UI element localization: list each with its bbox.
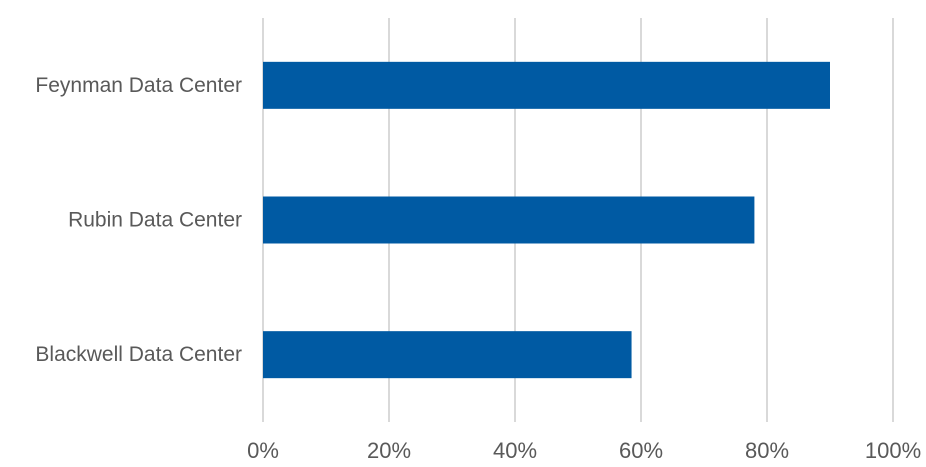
- x-tick-label-60: 60%: [619, 438, 663, 463]
- category-label-blackwell-data-center: Blackwell Data Center: [35, 343, 242, 366]
- category-labels: Feynman Data Center Rubin Data Center Blac…: [35, 74, 242, 366]
- x-tick-label-100: 100%: [865, 438, 921, 463]
- bar-feynman-data-center: [263, 61, 830, 109]
- category-label-rubin-data-center: Rubin Data Center: [68, 209, 242, 232]
- x-axis-tick-labels: 0% 20% 40% 60% 80% 100%: [247, 438, 921, 463]
- x-tick-label-40: 40%: [493, 438, 537, 463]
- x-tick-label-0: 0%: [247, 438, 279, 463]
- bars: [263, 61, 830, 379]
- x-tick-label-80: 80%: [745, 438, 789, 463]
- x-tick-label-20: 20%: [367, 438, 411, 463]
- bar-blackwell-data-center: [263, 331, 632, 379]
- bar-rubin-data-center: [263, 196, 755, 244]
- category-label-feynman-data-center: Feynman Data Center: [35, 74, 242, 97]
